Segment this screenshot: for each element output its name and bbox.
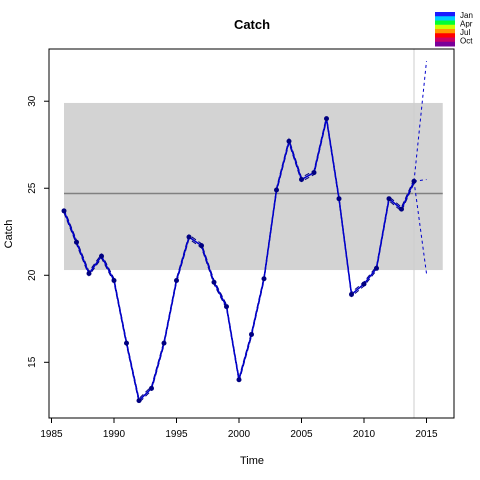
x-tick-label: 1995 [165, 429, 188, 440]
y-tick-label: 20 [27, 269, 38, 281]
data-point [224, 304, 229, 310]
data-point [174, 277, 179, 283]
series-upper-envelope [63, 116, 415, 400]
series-lower-envelope [63, 120, 415, 404]
data-point [274, 187, 279, 193]
data-point [336, 196, 342, 202]
data-point [286, 138, 292, 144]
legend-swatch [435, 41, 455, 47]
x-tick-label: 2005 [290, 429, 313, 440]
data-point [299, 177, 304, 183]
data-point [399, 206, 404, 212]
data-point [124, 340, 129, 346]
data-point [361, 281, 367, 287]
legend-swatch [435, 33, 455, 38]
plot-frame [48, 48, 455, 419]
legend-swatch [435, 24, 455, 30]
data-point [249, 331, 254, 337]
chart-title: Catch [234, 17, 270, 32]
x-axis-label: Time [240, 455, 264, 467]
data-point [211, 279, 217, 285]
data-point [386, 196, 392, 202]
data-point [186, 234, 192, 240]
legend-label: Jul [460, 28, 470, 37]
legend-swatch [435, 16, 455, 21]
data-point [74, 239, 79, 245]
data-point [86, 271, 92, 277]
legend-swatch [435, 20, 455, 26]
data-point [136, 398, 142, 404]
y-tick-label: 25 [27, 182, 38, 194]
x-tick-label: 2015 [415, 429, 438, 440]
data-point [149, 385, 154, 391]
legend-label: Oct [460, 37, 473, 46]
y-axis-label: Catch [3, 220, 15, 249]
data-point [236, 377, 242, 383]
data-point [311, 170, 317, 176]
legend-swatch [435, 37, 455, 43]
data-point [411, 178, 417, 184]
data-point [324, 116, 329, 122]
x-tick-label: 2000 [228, 429, 251, 440]
x-tick-label: 1990 [103, 429, 126, 440]
data-point [99, 253, 104, 259]
x-tick-label: 2010 [353, 429, 376, 440]
data-point [111, 277, 117, 283]
y-tick-label: 15 [27, 356, 38, 368]
data-point [374, 265, 379, 271]
legend-swatch [435, 29, 455, 34]
data-point [349, 291, 354, 297]
y-tick-label: 30 [27, 95, 38, 107]
data-point [199, 243, 204, 249]
data-point [161, 340, 167, 346]
x-tick-label: 1985 [40, 429, 63, 440]
legend-label: Jan [460, 11, 473, 20]
data-point [61, 208, 67, 214]
confidence-band [64, 102, 443, 271]
legend-swatch [435, 12, 455, 17]
projection-upper-line [413, 61, 427, 182]
data-point [261, 276, 267, 282]
legend-label: Apr [460, 20, 473, 29]
